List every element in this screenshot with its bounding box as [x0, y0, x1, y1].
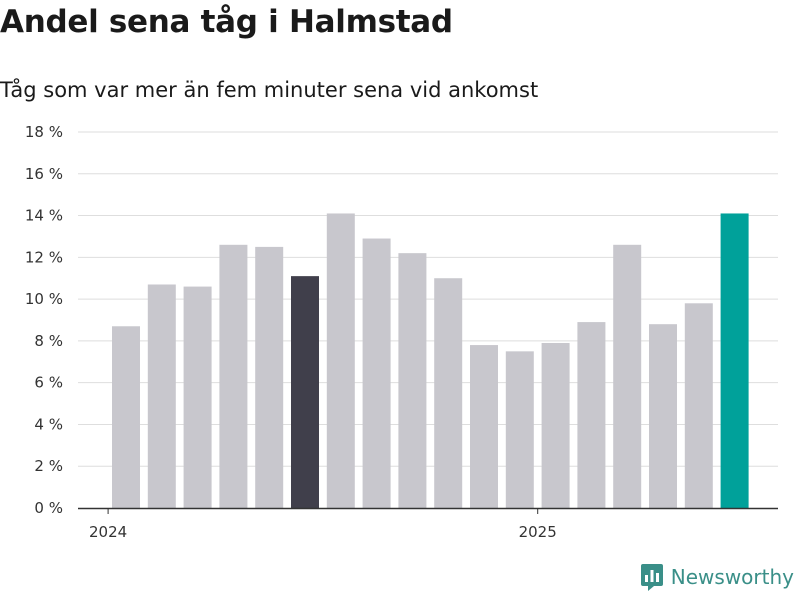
bar [398, 253, 427, 508]
bar [505, 351, 534, 508]
bar [613, 244, 642, 509]
bar [470, 345, 498, 508]
bar [684, 303, 713, 508]
bar [219, 244, 248, 509]
y-tick-label: 0 % [34, 499, 63, 517]
chart-title: Andel sena tåg i Halmstad [0, 4, 453, 40]
bar [291, 276, 319, 508]
bar [434, 278, 463, 508]
y-tick-label: 14 % [25, 207, 63, 225]
bar [362, 238, 391, 509]
bar [720, 213, 749, 508]
y-axis-ticks: 0 % 2 % 4 % 6 % 8 % 10 % 12 % 14 % 16 % 18 % [25, 123, 63, 517]
y-tick-label: 2 % [34, 457, 63, 475]
newsworthy-icon [640, 564, 663, 591]
bar [649, 324, 677, 508]
y-tick-label: 16 % [25, 165, 63, 183]
bar [577, 322, 606, 508]
bars [112, 213, 749, 509]
x-tick-label: 2025 [519, 523, 557, 541]
x-axis-ticks: 2024 2025 [89, 508, 557, 541]
bar [326, 213, 355, 508]
y-tick-label: 4 % [34, 415, 63, 433]
bar [112, 326, 140, 508]
y-tick-label: 6 % [34, 374, 63, 392]
chart-subtitle: Tåg som var mer än fem minuter sena vid … [0, 78, 539, 102]
newsworthy-logo: Newsworthy [640, 562, 794, 592]
bar [541, 342, 570, 508]
bar [183, 286, 212, 508]
bar [147, 284, 176, 508]
y-tick-label: 18 % [25, 123, 63, 141]
x-tick-label: 2024 [89, 523, 127, 541]
y-tick-label: 12 % [25, 248, 63, 266]
y-tick-label: 10 % [25, 290, 63, 308]
y-tick-label: 8 % [34, 332, 63, 350]
bar [255, 246, 284, 508]
brand-name: Newsworthy [670, 565, 794, 589]
